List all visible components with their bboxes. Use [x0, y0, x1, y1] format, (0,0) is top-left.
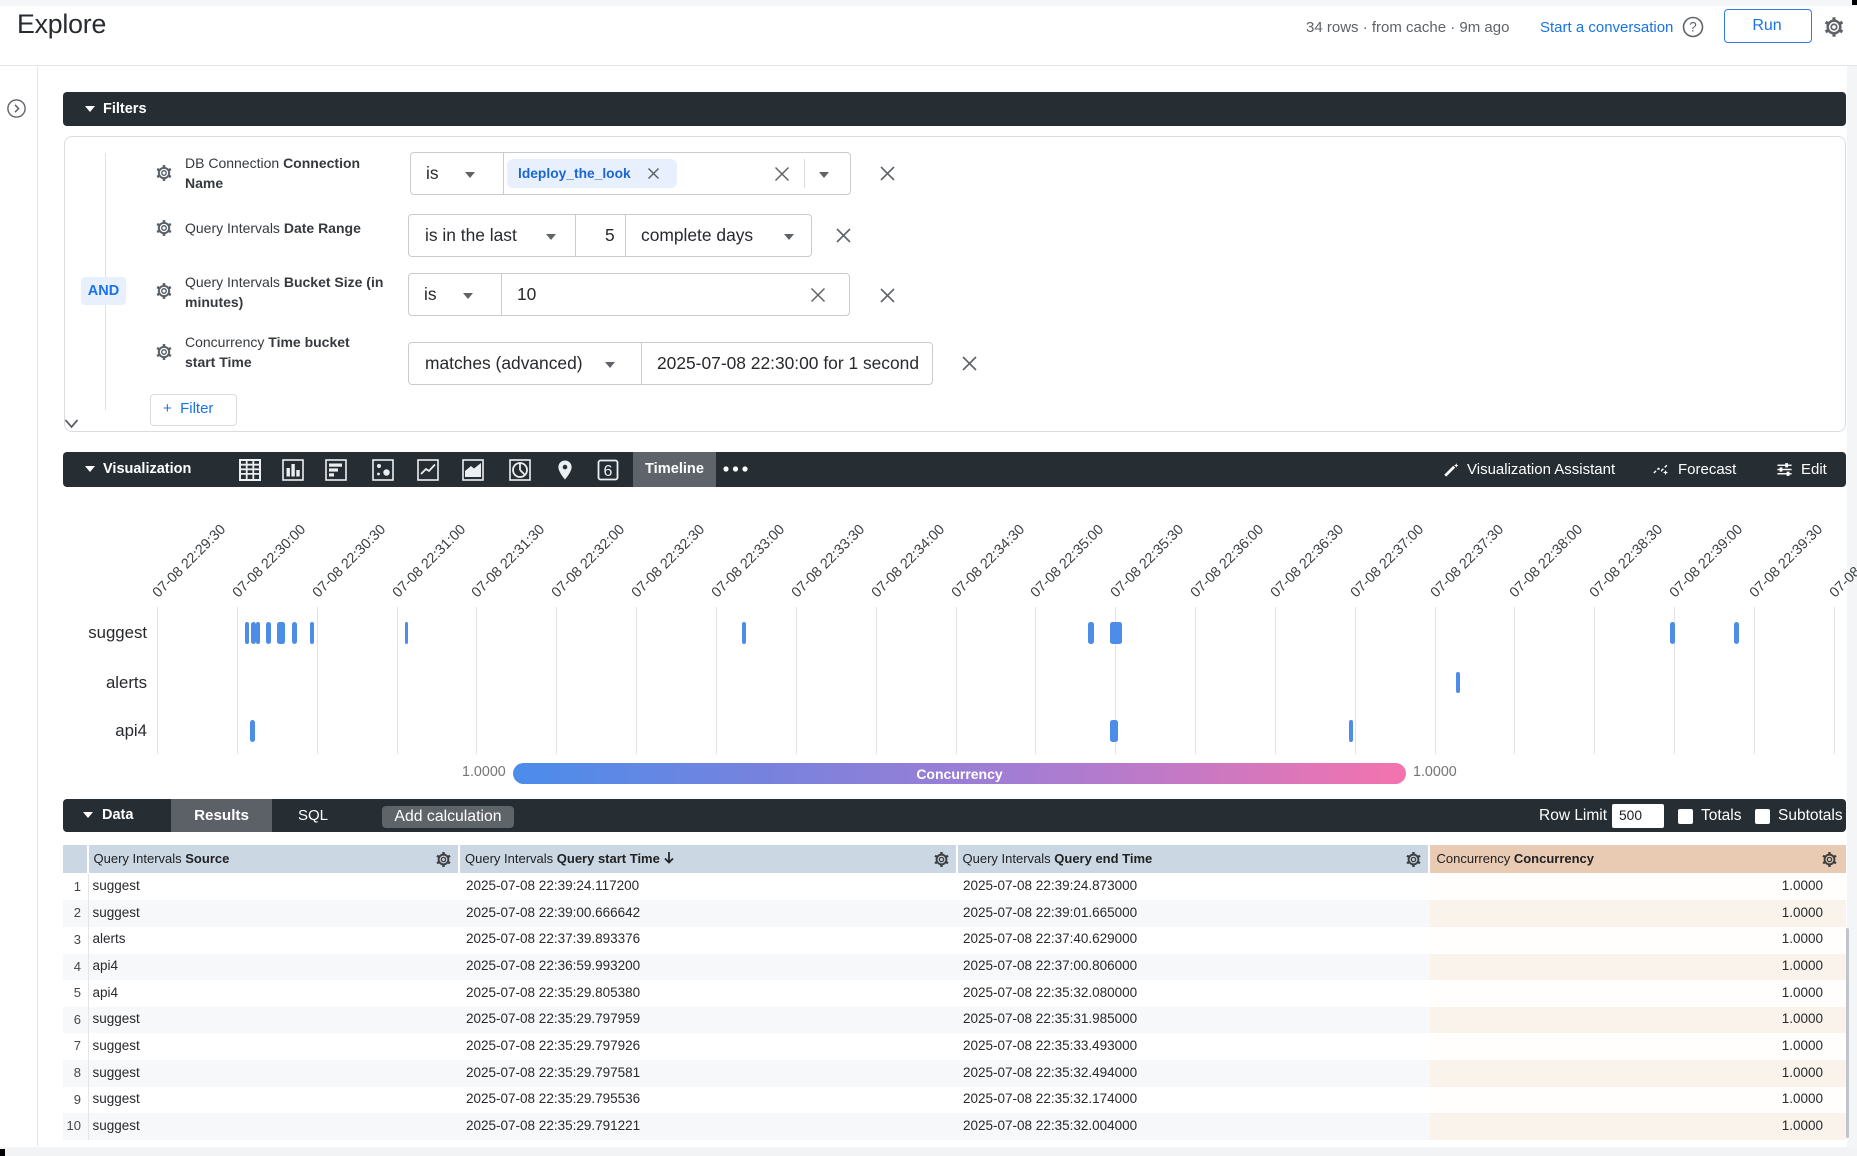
svg-text:6: 6 [604, 463, 613, 480]
svg-text:?: ? [1689, 20, 1697, 35]
